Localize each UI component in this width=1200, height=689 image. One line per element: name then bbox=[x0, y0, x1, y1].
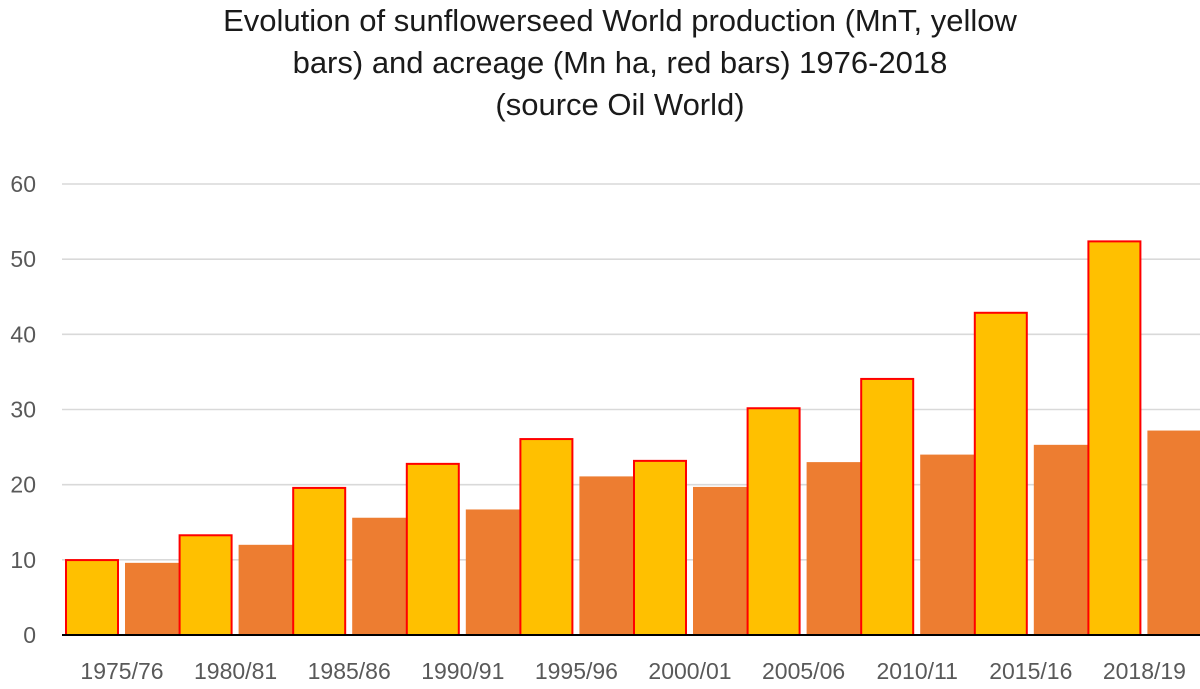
x-tick-label: 2005/06 bbox=[762, 658, 845, 684]
x-axis-tick-labels: 1975/76 1980/81 1985/86 1990/91 1995/96 2000/… bbox=[80, 658, 1186, 684]
bar-series2-2010-11 bbox=[920, 454, 975, 635]
bar-series2-1980-81 bbox=[238, 544, 293, 635]
y-tick-label: 0 bbox=[23, 622, 36, 648]
x-tick-label: 2015/16 bbox=[989, 658, 1072, 684]
y-tick-label: 30 bbox=[10, 397, 36, 423]
bar-series1-1980-81 bbox=[178, 534, 233, 637]
bar-series1-2000-01 bbox=[633, 459, 687, 636]
bar-series1-2015-16 bbox=[973, 311, 1028, 636]
x-tick-label: 2000/01 bbox=[648, 658, 731, 684]
chart-title-line-1: Evolution of sunflowerseed World product… bbox=[223, 3, 1017, 38]
y-tick-label: 40 bbox=[10, 321, 36, 347]
bar-series2-1990-91 bbox=[465, 509, 520, 635]
chart-title-line-3: (source Oil World) bbox=[495, 87, 745, 122]
bar-series1-1995-96 bbox=[519, 438, 574, 636]
x-tick-label: 2010/11 bbox=[876, 658, 957, 684]
x-tick-label: 1995/96 bbox=[535, 658, 618, 684]
bars bbox=[65, 240, 1200, 637]
bar-series2-1975-76 bbox=[125, 562, 179, 635]
bar-series1-2005-06 bbox=[746, 407, 801, 636]
x-tick-label: 1975/76 bbox=[80, 658, 163, 684]
bar-series1-1975-76 bbox=[65, 559, 119, 636]
y-tick-label: 10 bbox=[10, 547, 36, 573]
x-tick-label: 1985/86 bbox=[308, 658, 391, 684]
bar-series1-1990-91 bbox=[405, 462, 460, 637]
bar-series2-1995-96 bbox=[579, 476, 634, 635]
bar-series1-2010-11 bbox=[860, 377, 915, 636]
bar-series2-2018-19 bbox=[1147, 430, 1200, 635]
x-tick-label: 1990/91 bbox=[421, 658, 504, 684]
bar-series2-2015-16 bbox=[1033, 444, 1088, 635]
y-tick-label: 60 bbox=[10, 171, 36, 197]
y-axis-tick-labels: 0 10 20 30 40 50 60 bbox=[10, 171, 36, 648]
bar-series2-2000-01 bbox=[693, 486, 747, 635]
y-tick-label: 50 bbox=[10, 246, 36, 272]
chart-title-line-2: bars) and acreage (Mn ha, red bars) 1976… bbox=[292, 45, 948, 80]
bar-series2-1985-86 bbox=[352, 517, 407, 635]
bar-series1-1985-86 bbox=[292, 486, 347, 636]
bar-series2-2005-06 bbox=[806, 462, 861, 635]
chart-title: Evolution of sunflowerseed World product… bbox=[0, 0, 1200, 126]
bar-series1-2018-19 bbox=[1087, 240, 1142, 636]
y-tick-label: 20 bbox=[10, 472, 36, 498]
x-tick-label: 2018/19 bbox=[1103, 658, 1186, 684]
x-tick-label: 1980/81 bbox=[194, 658, 277, 684]
